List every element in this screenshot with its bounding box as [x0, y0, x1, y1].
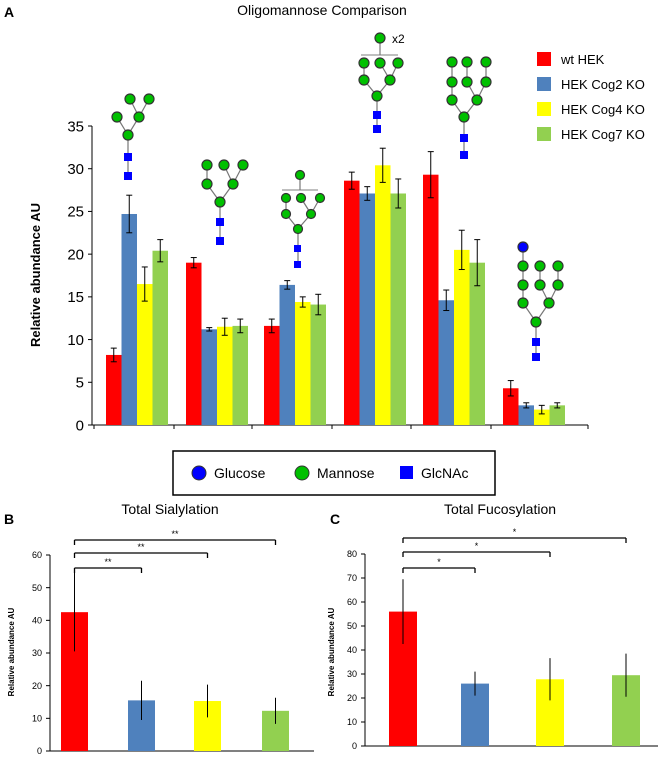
legend-swatch-cog2: [537, 77, 551, 91]
bar-wt-man5: [106, 354, 122, 425]
legend-label-wt: wt HEK: [560, 52, 605, 67]
panel-c: C Total Fucosylation Relative abundance …: [327, 501, 658, 751]
bar-cog2-man8: [359, 193, 375, 425]
glycan-multiplier: x2: [392, 32, 405, 46]
bar-wt-man8: [344, 180, 360, 425]
panel-a-title: Oligomannose Comparison: [237, 2, 407, 18]
legend-label-cog4: HEK Cog4 KO: [561, 102, 645, 117]
panel-a-y-tick-label: 5: [76, 375, 84, 392]
mannose-icon: [294, 465, 310, 481]
glcnac-icon: [400, 466, 413, 479]
bar-cog2-man5: [121, 213, 137, 425]
panel-c-bars: * * *: [389, 527, 640, 746]
bar-wt-man9: [423, 174, 439, 425]
panel-b-significance-label: **: [104, 557, 112, 567]
legend-label-cog7: HEK Cog7 KO: [561, 127, 645, 142]
symbol-key-frame: [172, 450, 496, 496]
legend-swatch-cog7: [537, 127, 551, 141]
panel-c-y-label: Relative abundance AU: [327, 607, 336, 696]
panel-b-y-tick-label: 0: [37, 746, 42, 756]
panel-b: B Total Sialylation Relative abundance A…: [4, 501, 314, 756]
bar-cog4-glc1man9: [534, 409, 550, 425]
panel-b-significance-label: **: [171, 529, 179, 539]
bar-cog7-man6: [232, 325, 248, 425]
panel-b-title: Total Sialylation: [121, 501, 218, 517]
panel-b-y-tick-label: 40: [32, 615, 42, 625]
panel-a-axes: 0 5 10 15 20 25 30 35: [67, 118, 589, 434]
panel-c-y-tick-label: 40: [347, 645, 357, 655]
symbol-key-mannose-label: Mannose: [317, 465, 375, 481]
panel-a-label: A: [4, 4, 14, 20]
panel-a: A Oligomannose Comparison Relative abund…: [4, 2, 645, 434]
panel-a-y-tick-label: 20: [67, 246, 84, 263]
panel-b-y-tick-label: 50: [32, 583, 42, 593]
glycan-man9-icon: [446, 56, 492, 159]
panel-c-y-tick-label: 70: [347, 573, 357, 583]
panel-b-y-tick-label: 20: [32, 681, 42, 691]
panel-a-y-tick-label: 15: [67, 289, 84, 306]
glycan-man8-icon: [358, 32, 404, 133]
legend-swatch-cog4: [537, 102, 551, 116]
bar-wt-glc1man9: [503, 388, 519, 425]
glycan-glc1man9-icon: [517, 241, 564, 361]
panel-a-y-tick-label: 25: [67, 204, 84, 221]
glucose-icon: [191, 465, 207, 481]
panel-a-y-tick-label: 0: [76, 417, 84, 434]
panel-c-y-tick-label: 0: [352, 741, 357, 751]
symbol-key: Glucose Mannose GlcNAc: [172, 450, 496, 496]
bar-wt-man7: [264, 325, 280, 425]
bar-cog4-man8: [375, 165, 391, 425]
panel-a-y-tick-label: 30: [67, 161, 84, 178]
bar-cog4-man9: [454, 249, 470, 425]
panel-b-y-label: Relative abundance AU: [7, 607, 16, 696]
glycan-man5-icon: [111, 93, 155, 180]
bar-cog7-man5: [152, 250, 168, 425]
legend-swatch-wt: [537, 52, 551, 66]
panel-c-y-tick-label: 10: [347, 717, 357, 727]
panel-c-y-tick-label: 30: [347, 669, 357, 679]
bar-cog4-man6: [217, 326, 233, 425]
panel-a-bars: [106, 147, 565, 425]
bar-cog7-man7: [310, 304, 326, 425]
bar-cog4-man5: [137, 284, 153, 425]
symbol-key-glcnac-label: GlcNAc: [421, 465, 468, 481]
bar-cog4-man7: [295, 301, 311, 425]
panel-c-y-tick-label: 50: [347, 621, 357, 631]
panel-c-significance-label: *: [475, 541, 479, 551]
bar-cog7-glc1man9: [549, 405, 565, 425]
bar-cog2-man7: [279, 284, 295, 425]
panel-c-y-tick-label: 80: [347, 549, 357, 559]
panel-a-y-tick-label: 10: [67, 332, 84, 349]
glycan-man7-icon: [280, 169, 326, 268]
symbol-key-glucose-label: Glucose: [214, 465, 266, 481]
bar-cog2-man9: [438, 300, 454, 425]
glycan-man6-icon: [201, 159, 249, 245]
panel-c-label: C: [330, 511, 340, 527]
panel-b-bars: ** ** **: [61, 529, 289, 751]
panel-b-label: B: [4, 511, 14, 527]
panel-a-y-label: Relative abundance AU: [28, 203, 43, 347]
panel-c-significance-label: *: [513, 527, 517, 537]
bar-wt-man6: [186, 262, 202, 425]
bar-cog7-man8: [390, 193, 406, 425]
bar-cog7-man9: [469, 262, 485, 425]
bar-cog2-glc1man9: [518, 405, 534, 425]
panel-b-y-tick-label: 60: [32, 550, 42, 560]
panel-a-legend: wt HEK HEK Cog2 KO HEK Cog4 KO HEK Cog7 …: [537, 52, 645, 142]
panel-a-y-tick-label: 35: [67, 118, 84, 135]
legend-label-cog2: HEK Cog2 KO: [561, 77, 645, 92]
bar-cog2-man6: [201, 329, 217, 425]
panel-c-significance-label: *: [437, 557, 441, 567]
panel-b-y-tick-label: 10: [32, 713, 42, 723]
panel-c-title: Total Fucosylation: [444, 501, 556, 517]
panel-c-y-tick-label: 20: [347, 693, 357, 703]
panel-b-significance-label: **: [137, 542, 145, 552]
panel-b-y-tick-label: 30: [32, 648, 42, 658]
panel-c-y-tick-label: 60: [347, 597, 357, 607]
